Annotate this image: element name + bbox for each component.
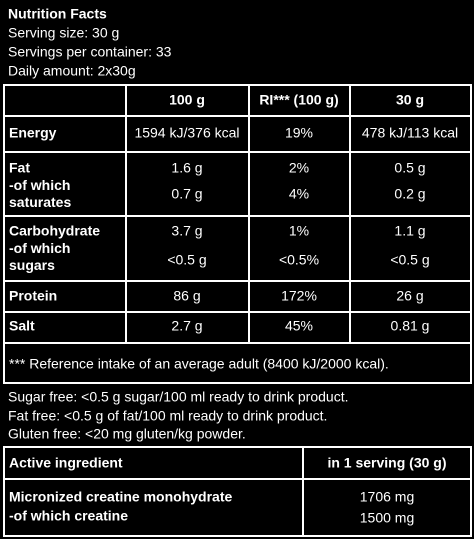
title: Nutrition Facts <box>8 5 107 22</box>
row-label: Energy <box>9 124 57 141</box>
rule <box>470 84 472 342</box>
cell: 2% <box>288 159 310 176</box>
row-sublabel: -of which sugars <box>9 240 71 273</box>
rule <box>3 446 5 537</box>
ingredient: Micronized creatine monohydrate <box>9 488 233 505</box>
rule <box>3 115 472 117</box>
note: Fat free: <0.5 g of fat/100 ml ready to … <box>8 407 328 423</box>
cell: 1.1 g <box>394 222 426 239</box>
ingredient: -of which creatine <box>9 507 129 524</box>
column-header: Active ingredient <box>9 454 123 471</box>
rule <box>3 84 5 342</box>
rule <box>3 446 472 448</box>
row-label: Carbohydrate <box>9 222 101 239</box>
header-line: Daily amount: 2x30g <box>8 62 136 79</box>
amount: 1706 mg <box>359 488 415 505</box>
rule <box>470 446 472 537</box>
row-label: Fat <box>9 159 30 176</box>
rule <box>3 215 472 217</box>
rule <box>302 446 304 537</box>
note: Sugar free: <0.5 g sugar/100 ml ready to… <box>8 388 349 405</box>
cell: 4% <box>288 185 310 202</box>
cell: 0.7 g <box>171 185 203 202</box>
cell: 0.2 g <box>394 185 426 202</box>
rule <box>470 342 472 382</box>
rule <box>349 84 351 342</box>
column-header: RI*** (100 g) <box>259 91 339 108</box>
rule <box>3 382 472 384</box>
rule <box>125 84 127 342</box>
rule <box>3 84 472 86</box>
cell: 1594 kJ/376 kcal <box>134 124 240 141</box>
cell: 26 g <box>396 287 424 304</box>
row-sublabel: -of which saturates <box>9 177 72 210</box>
cell: <0.5 g <box>167 251 207 268</box>
note: Gluten free: <20 mg gluten/kg powder. <box>8 425 246 442</box>
cell: 1% <box>288 222 310 239</box>
header-line: Servings per container: 33 <box>8 43 172 60</box>
cell: 172% <box>281 287 317 304</box>
row-label: Salt <box>9 317 35 334</box>
cell: 86 g <box>173 287 201 304</box>
rule <box>3 535 472 537</box>
cell: 3.7 g <box>171 222 203 239</box>
cell: 19% <box>284 124 314 141</box>
rule <box>248 84 250 342</box>
rule <box>3 280 472 282</box>
rule <box>3 342 472 344</box>
column-header: in 1 serving (30 g) <box>327 454 447 471</box>
cell: 0.81 g <box>390 317 430 334</box>
cell: 0.5 g <box>394 159 426 176</box>
rule <box>3 151 472 153</box>
column-header: 30 g <box>395 91 424 108</box>
rule <box>3 342 5 382</box>
amount: 1500 mg <box>359 509 415 526</box>
cell: 478 kJ/113 kcal <box>361 124 459 141</box>
header-line: Serving size: 30 g <box>8 24 120 41</box>
column-header: 100 g <box>169 91 205 108</box>
cell: 1.6 g <box>171 159 203 176</box>
cell: <0.5 g <box>390 251 430 268</box>
rule <box>3 478 472 480</box>
footnote: *** Reference intake of an average adult… <box>9 355 389 372</box>
cell: 2.7 g <box>171 317 203 334</box>
row-label: Protein <box>9 287 58 304</box>
cell: <0.5% <box>278 251 320 268</box>
cell: 45% <box>284 317 314 334</box>
rule <box>3 311 472 313</box>
